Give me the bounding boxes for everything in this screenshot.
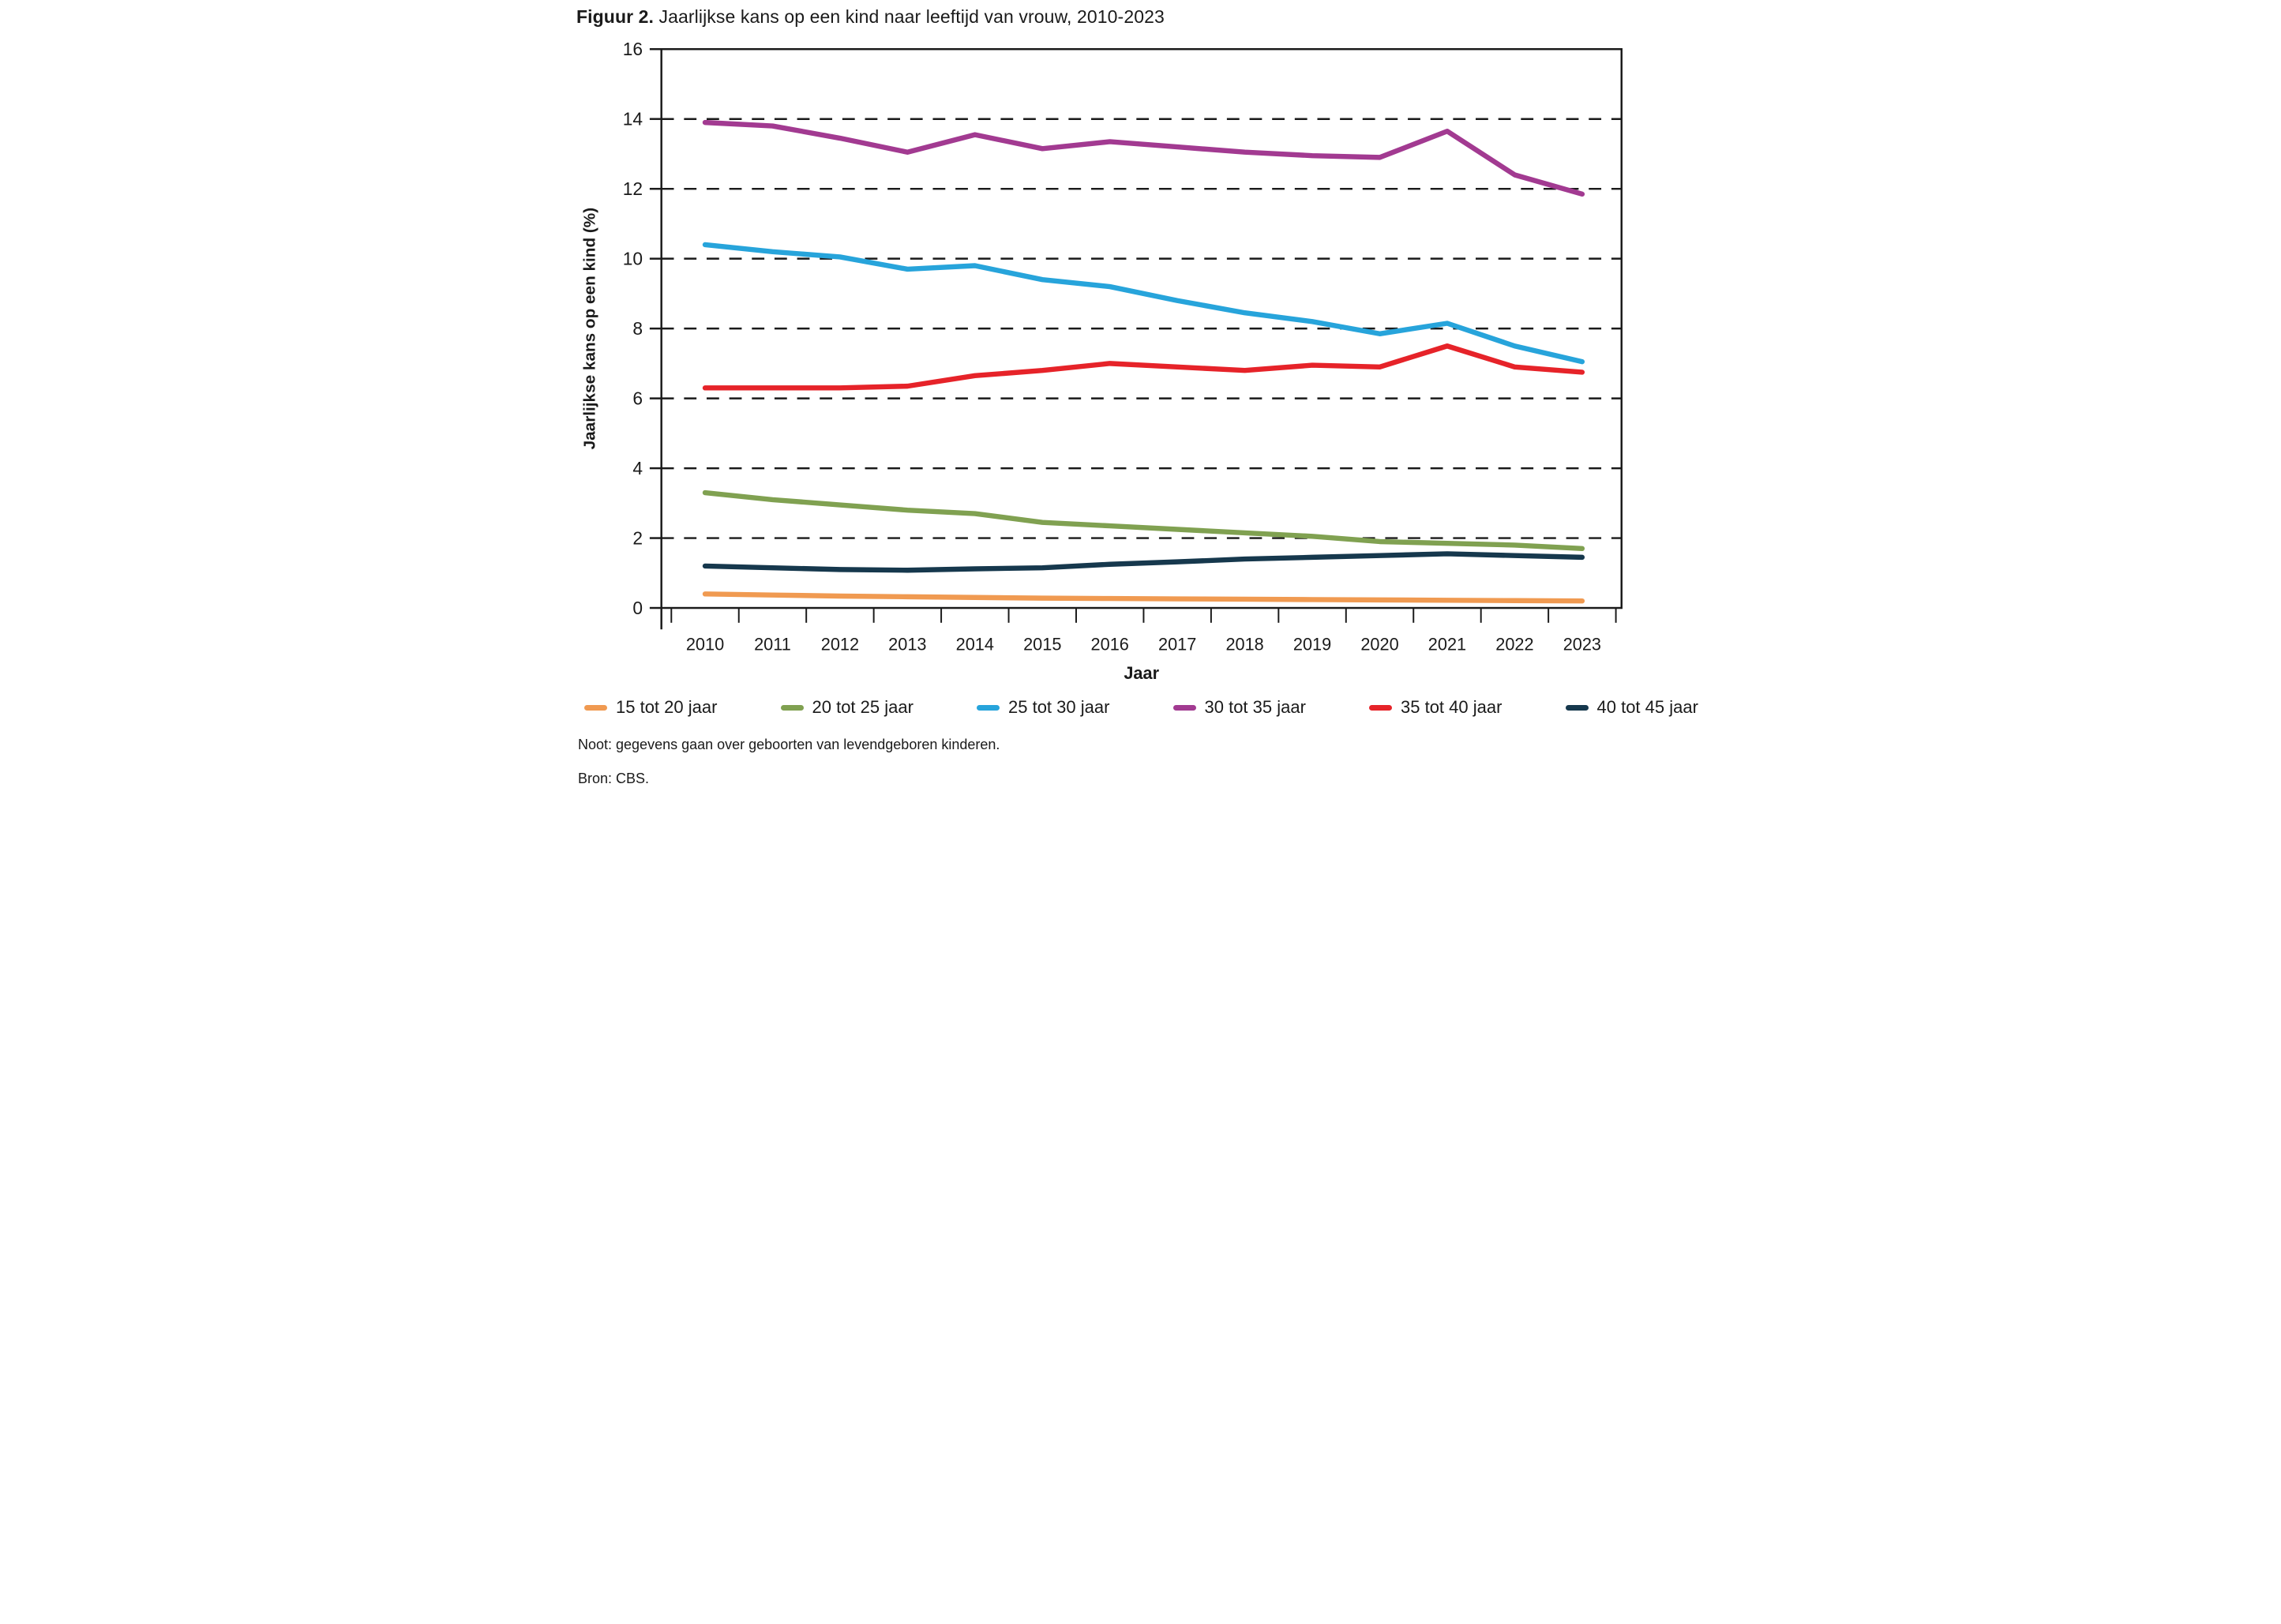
- chart-area: 0 2 4 6 8 10 12 14 16 2010 2011 2012 2013 2014 2015 201…: [576, 32, 1703, 695]
- y-tick-label-2: 2: [632, 527, 643, 548]
- y-tick-label-12: 12: [623, 178, 643, 199]
- y-axis-title: Jaarlijkse kans op een kind (%): [581, 207, 599, 449]
- y-tick-label-10: 10: [623, 248, 643, 268]
- x-tick-label-2015: 2015: [1023, 634, 1061, 654]
- legend-item-20-tot-25-jaar: 20 tot 25 jaar: [780, 697, 914, 718]
- series-line-40-tot-45-jaar: [702, 550, 1585, 573]
- series-line-35-tot-40-jaar: [702, 343, 1585, 391]
- x-tick-label-2010: 2010: [686, 634, 724, 654]
- series-line-15-tot-20-jaar: [702, 591, 1585, 603]
- legend-swatch: [584, 704, 607, 711]
- chart-note: Noot: gegevens gaan over geboorten van l…: [578, 737, 1000, 753]
- chart-svg: 0 2 4 6 8 10 12 14 16 2010 2011 2012 2013 2014 2015 201…: [581, 39, 1623, 683]
- y-tick-label-4: 4: [632, 458, 643, 478]
- legend-item-30-tot-35-jaar: 30 tot 35 jaar: [1172, 697, 1306, 718]
- x-tick-label-2020: 2020: [1360, 634, 1398, 654]
- legend-label: 40 tot 45 jaar: [1596, 697, 1698, 718]
- legend-label: 30 tot 35 jaar: [1204, 697, 1306, 718]
- plot-frame: [660, 47, 1623, 609]
- x-tick-label-2012: 2012: [821, 634, 859, 654]
- x-tick-label-2017: 2017: [1158, 634, 1196, 654]
- series-line-20-tot-25-jaar: [702, 489, 1585, 551]
- legend-item-40-tot-45-jaar: 40 tot 45 jaar: [1565, 697, 1698, 718]
- legend-item-25-tot-30-jaar: 25 tot 30 jaar: [977, 697, 1109, 718]
- x-tick-label-2023: 2023: [1563, 634, 1601, 654]
- series-line-25-tot-30-jaar: [702, 242, 1585, 364]
- y-tick-label-16: 16: [623, 39, 643, 59]
- x-tick-label-2019: 2019: [1293, 634, 1331, 654]
- x-tick-label-2021: 2021: [1428, 634, 1466, 654]
- x-tick-label-2018: 2018: [1225, 634, 1263, 654]
- series-line-30-tot-35-jaar: [702, 119, 1585, 197]
- chart-title-text: Jaarlijkse kans op een kind naar leeftij…: [654, 6, 1165, 27]
- chart-title: Figuur 2. Jaarlijkse kans op een kind na…: [576, 6, 1703, 28]
- x-tick-label-2016: 2016: [1091, 634, 1129, 654]
- legend-item-35-tot-40-jaar: 35 tot 40 jaar: [1369, 697, 1502, 718]
- legend-label: 35 tot 40 jaar: [1401, 697, 1503, 718]
- legend-swatch: [780, 704, 804, 711]
- legend-swatch: [1369, 704, 1392, 711]
- x-tick-label-2022: 2022: [1495, 634, 1533, 654]
- legend-label: 15 tot 20 jaar: [616, 697, 718, 718]
- figure: Figuur 2. Jaarlijkse kans op een kind na…: [570, 0, 1711, 787]
- legend-item-15-tot-20-jaar: 15 tot 20 jaar: [584, 697, 717, 718]
- x-axis-title: Jaar: [1124, 663, 1159, 683]
- legend-label: 25 tot 30 jaar: [1008, 697, 1110, 718]
- chart-title-prefix: Figuur 2.: [576, 6, 655, 27]
- chart-source: Bron: CBS.: [578, 771, 650, 787]
- y-tick-label-14: 14: [623, 108, 643, 129]
- legend-swatch: [1172, 704, 1196, 711]
- legend: 15 tot 20 jaar 20 tot 25 jaar 25 tot 30 ja…: [584, 697, 1698, 718]
- legend-label: 20 tot 25 jaar: [812, 697, 914, 718]
- y-tick-label-0: 0: [632, 598, 643, 618]
- legend-swatch: [977, 704, 1000, 711]
- y-tick-label-8: 8: [632, 318, 643, 339]
- legend-swatch: [1565, 704, 1589, 711]
- x-tick-label-2011: 2011: [754, 634, 791, 654]
- x-tick-label-2014: 2014: [956, 634, 994, 654]
- x-tick-label-2013: 2013: [888, 634, 926, 654]
- y-tick-label-6: 6: [632, 388, 643, 408]
